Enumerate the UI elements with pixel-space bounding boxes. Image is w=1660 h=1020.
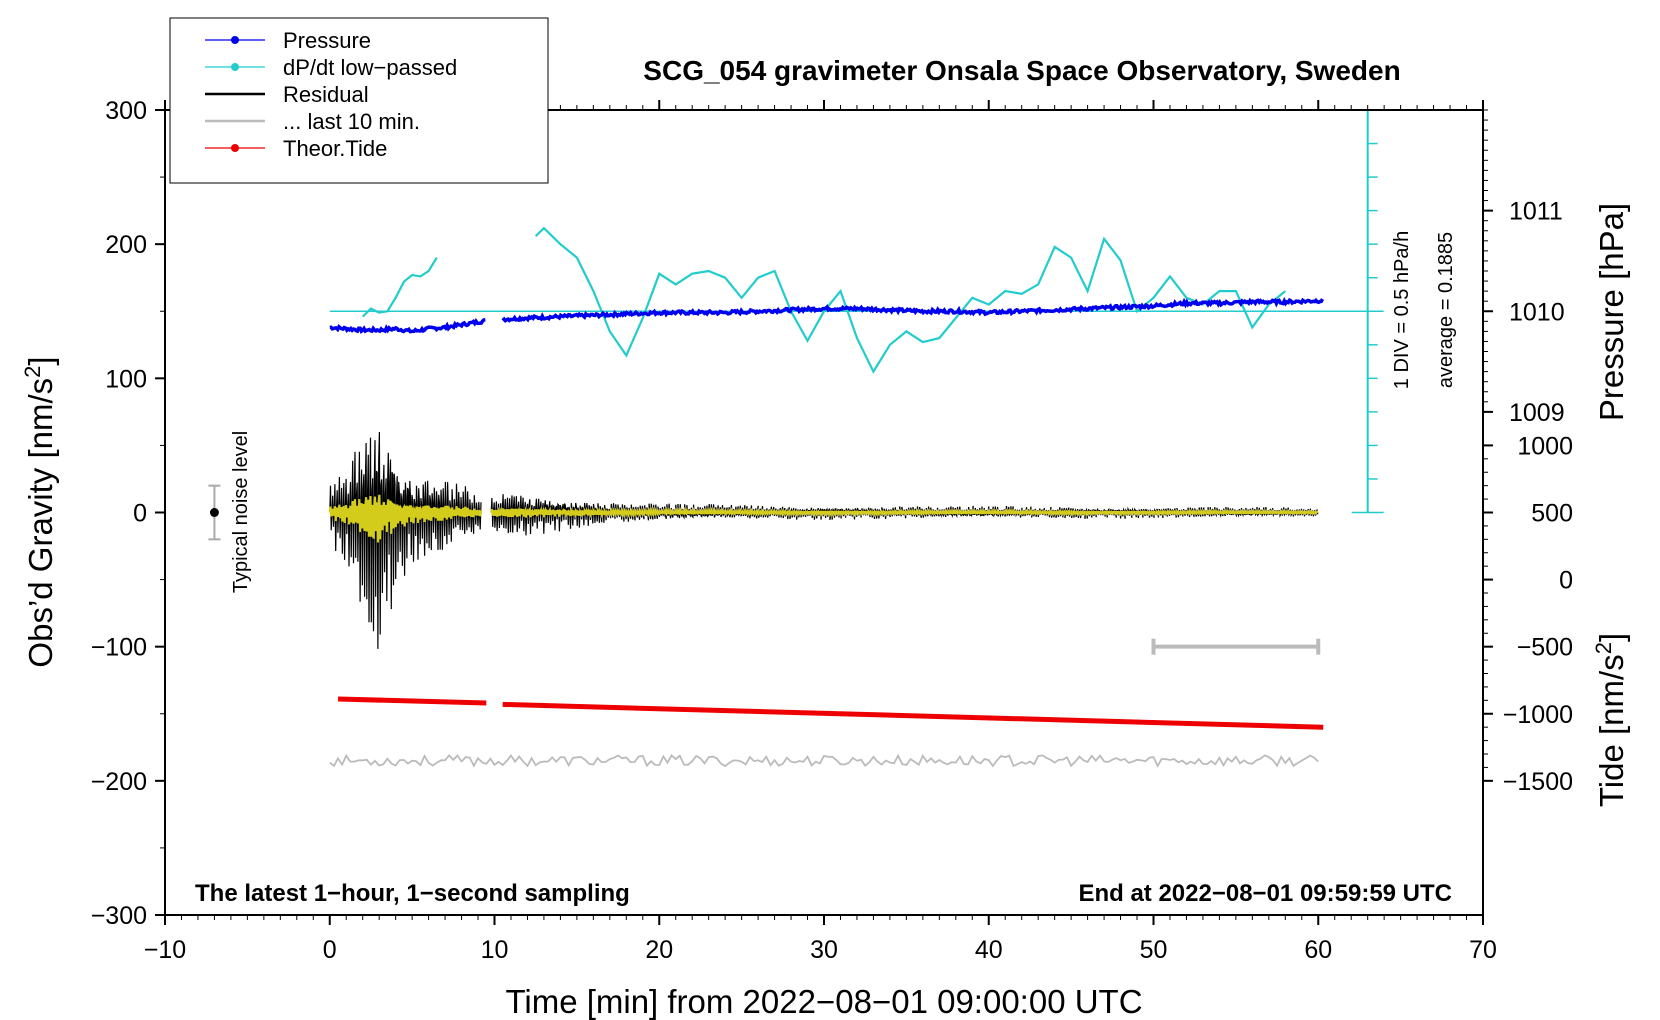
y-tick-label-1: 200 (105, 231, 147, 259)
y-axis-label-tide-sup: 2 (1591, 642, 1616, 654)
y-axis-label-left: Obs’d Gravity [nm/s2] (20, 356, 59, 667)
y-axis-label-left-sup: 2 (20, 366, 45, 378)
y-axis-label-tide-end: ] (1593, 633, 1630, 642)
chart-title: SCG_054 gravimeter Onsala Space Observat… (643, 55, 1400, 86)
pressure-tick-label-1: 1010 (1509, 298, 1565, 326)
noise-level-label: Typical noise level (230, 431, 252, 593)
legend-marker-1 (231, 63, 239, 71)
y-axis-label-pressure: Pressure [hPa] (1593, 203, 1630, 421)
pressure-tick-label-0: 1011 (1509, 198, 1563, 226)
series-layer (208, 109, 1384, 768)
y-axis-label-tide-main: Tide [nm/s (1593, 654, 1630, 807)
tide-tick-label-3: −500 (1517, 634, 1573, 662)
residual-line-0 (329, 431, 482, 649)
y-tick-label-0: 300 (105, 97, 147, 125)
legend-marker-0 (231, 36, 239, 44)
x-tick-label-6: 50 (1140, 936, 1168, 964)
dpdt-line-1 (534, 226, 1286, 374)
legend-label-3: ... last 10 min. (283, 109, 420, 134)
x-axis-label: Time [min] from 2022−08−01 09:00:00 UTC (505, 983, 1142, 1020)
scale-bar-label: 1 DIV = 0.5 hPa/h (1391, 231, 1413, 389)
x-tick-label-3: 20 (645, 936, 673, 964)
tide-line-1 (502, 701, 1324, 730)
y-tick-label-2: 100 (105, 365, 147, 393)
last10min-line (329, 753, 1319, 768)
y-axis-label-left-end: ] (22, 356, 59, 365)
average-label: average = 0.1885 (1435, 232, 1457, 388)
tide-line-0 (337, 696, 487, 706)
pressure-tick-label-2: 1009 (1509, 399, 1565, 427)
tide-tick-label-4: −1000 (1503, 701, 1573, 729)
x-tick-label-7: 60 (1304, 936, 1332, 964)
dpdt-line-0 (361, 257, 438, 318)
y-axis-label-left-main: Obs’d Gravity [nm/s (22, 378, 59, 668)
y-tick-label-6: −300 (91, 902, 147, 930)
y-tick-label-4: −100 (91, 634, 147, 662)
y-axis-label-tide: Tide [nm/s2] (1591, 633, 1630, 807)
legend-label-1: dP/dt low−passed (283, 55, 457, 80)
x-tick-label-0: −10 (144, 936, 186, 964)
residual-smoothed-line-1 (490, 505, 1319, 519)
y-tick-label-3: 0 (133, 500, 147, 528)
x-tick-label-1: 0 (323, 936, 337, 964)
legend-label-4: Theor.Tide (283, 136, 387, 161)
tick-layer: −10 0 10 20 30 40 50 60 703002001000−100−200−300… (91, 97, 1573, 964)
pressure-line-1 (501, 297, 1325, 324)
pressure-line-0 (329, 317, 486, 334)
legend-label-2: Residual (283, 82, 369, 107)
annotation-end-time: End at 2022−08−01 09:59:59 UTC (1078, 880, 1452, 907)
x-tick-label-2: 10 (481, 936, 509, 964)
tide-tick-label-5: −1500 (1503, 768, 1573, 796)
y-tick-label-5: −200 (91, 768, 147, 796)
residual-smoothed-line-0 (328, 494, 483, 543)
x-tick-label-8: 70 (1469, 936, 1497, 964)
x-tick-label-4: 30 (810, 936, 838, 964)
x-tick-label-5: 40 (975, 936, 1003, 964)
legend-label-0: Pressure (283, 28, 371, 53)
tide-tick-label-1: 500 (1531, 500, 1573, 528)
noise-level-point (209, 508, 219, 517)
tide-tick-label-2: 0 (1559, 567, 1573, 595)
tide-tick-label-0: 1000 (1517, 432, 1573, 460)
annotation-sampling: The latest 1−hour, 1−second sampling (195, 880, 630, 907)
legend-box (169, 17, 549, 184)
legend-marker-4 (231, 144, 239, 152)
